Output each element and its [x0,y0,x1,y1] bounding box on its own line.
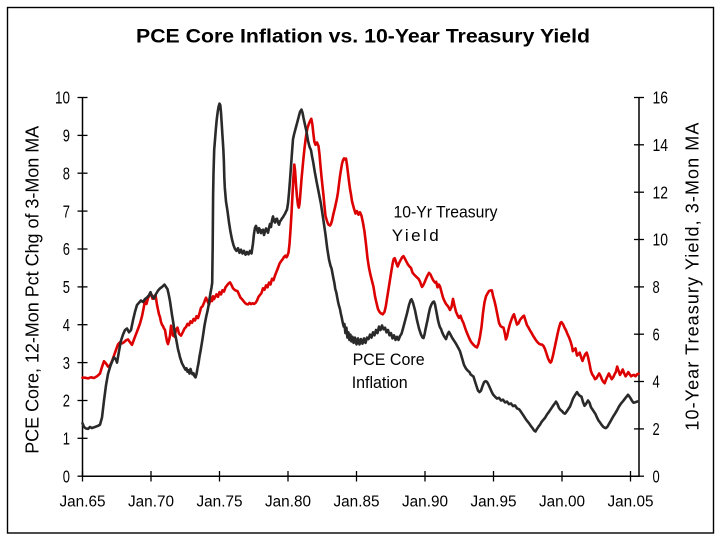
svg-text:Jan.65: Jan.65 [60,493,106,510]
svg-text:8: 8 [63,163,70,183]
svg-text:PCE Core, 12-Mon Pct Chg of 3-: PCE Core, 12-Mon Pct Chg of 3-Mon MA [23,126,43,454]
svg-text:2: 2 [653,419,660,439]
svg-text:5: 5 [63,277,70,297]
svg-text:3: 3 [63,353,70,373]
svg-text:7: 7 [63,201,70,221]
svg-text:Jan.00: Jan.00 [539,493,585,510]
svg-text:8: 8 [653,277,660,297]
svg-text:0: 0 [653,466,660,486]
svg-text:16: 16 [653,88,669,108]
svg-text:10: 10 [653,230,669,250]
svg-text:9: 9 [63,126,70,146]
svg-text:Jan.70: Jan.70 [128,493,174,510]
svg-text:4: 4 [63,315,70,335]
svg-text:Jan.90: Jan.90 [402,493,448,510]
svg-text:Yield: Yield [392,226,439,245]
svg-text:PCE Core Inflation vs. 10-Year: PCE Core Inflation vs. 10-Year Treasury … [136,26,590,48]
svg-text:6: 6 [63,239,70,259]
svg-text:10: 10 [55,88,70,108]
svg-text:Jan.85: Jan.85 [334,493,380,510]
svg-text:14: 14 [653,135,669,155]
svg-text:1: 1 [63,429,70,449]
svg-text:Jan.05: Jan.05 [608,493,654,510]
svg-text:Inflation: Inflation [352,373,408,392]
svg-text:10-Yr Treasury: 10-Yr Treasury [394,203,498,222]
svg-text:12: 12 [653,182,669,202]
svg-text:Jan.95: Jan.95 [471,493,517,510]
svg-text:Jan.75: Jan.75 [197,493,243,510]
svg-text:10-Year Treasury Yield, 3-Mon: 10-Year Treasury Yield, 3-Mon MA [683,123,703,431]
svg-text:PCE Core: PCE Core [353,350,425,369]
svg-text:4: 4 [653,372,660,392]
svg-text:0: 0 [63,466,70,486]
svg-text:2: 2 [63,391,70,411]
svg-text:Jan.80: Jan.80 [265,493,311,510]
svg-text:6: 6 [653,324,660,344]
